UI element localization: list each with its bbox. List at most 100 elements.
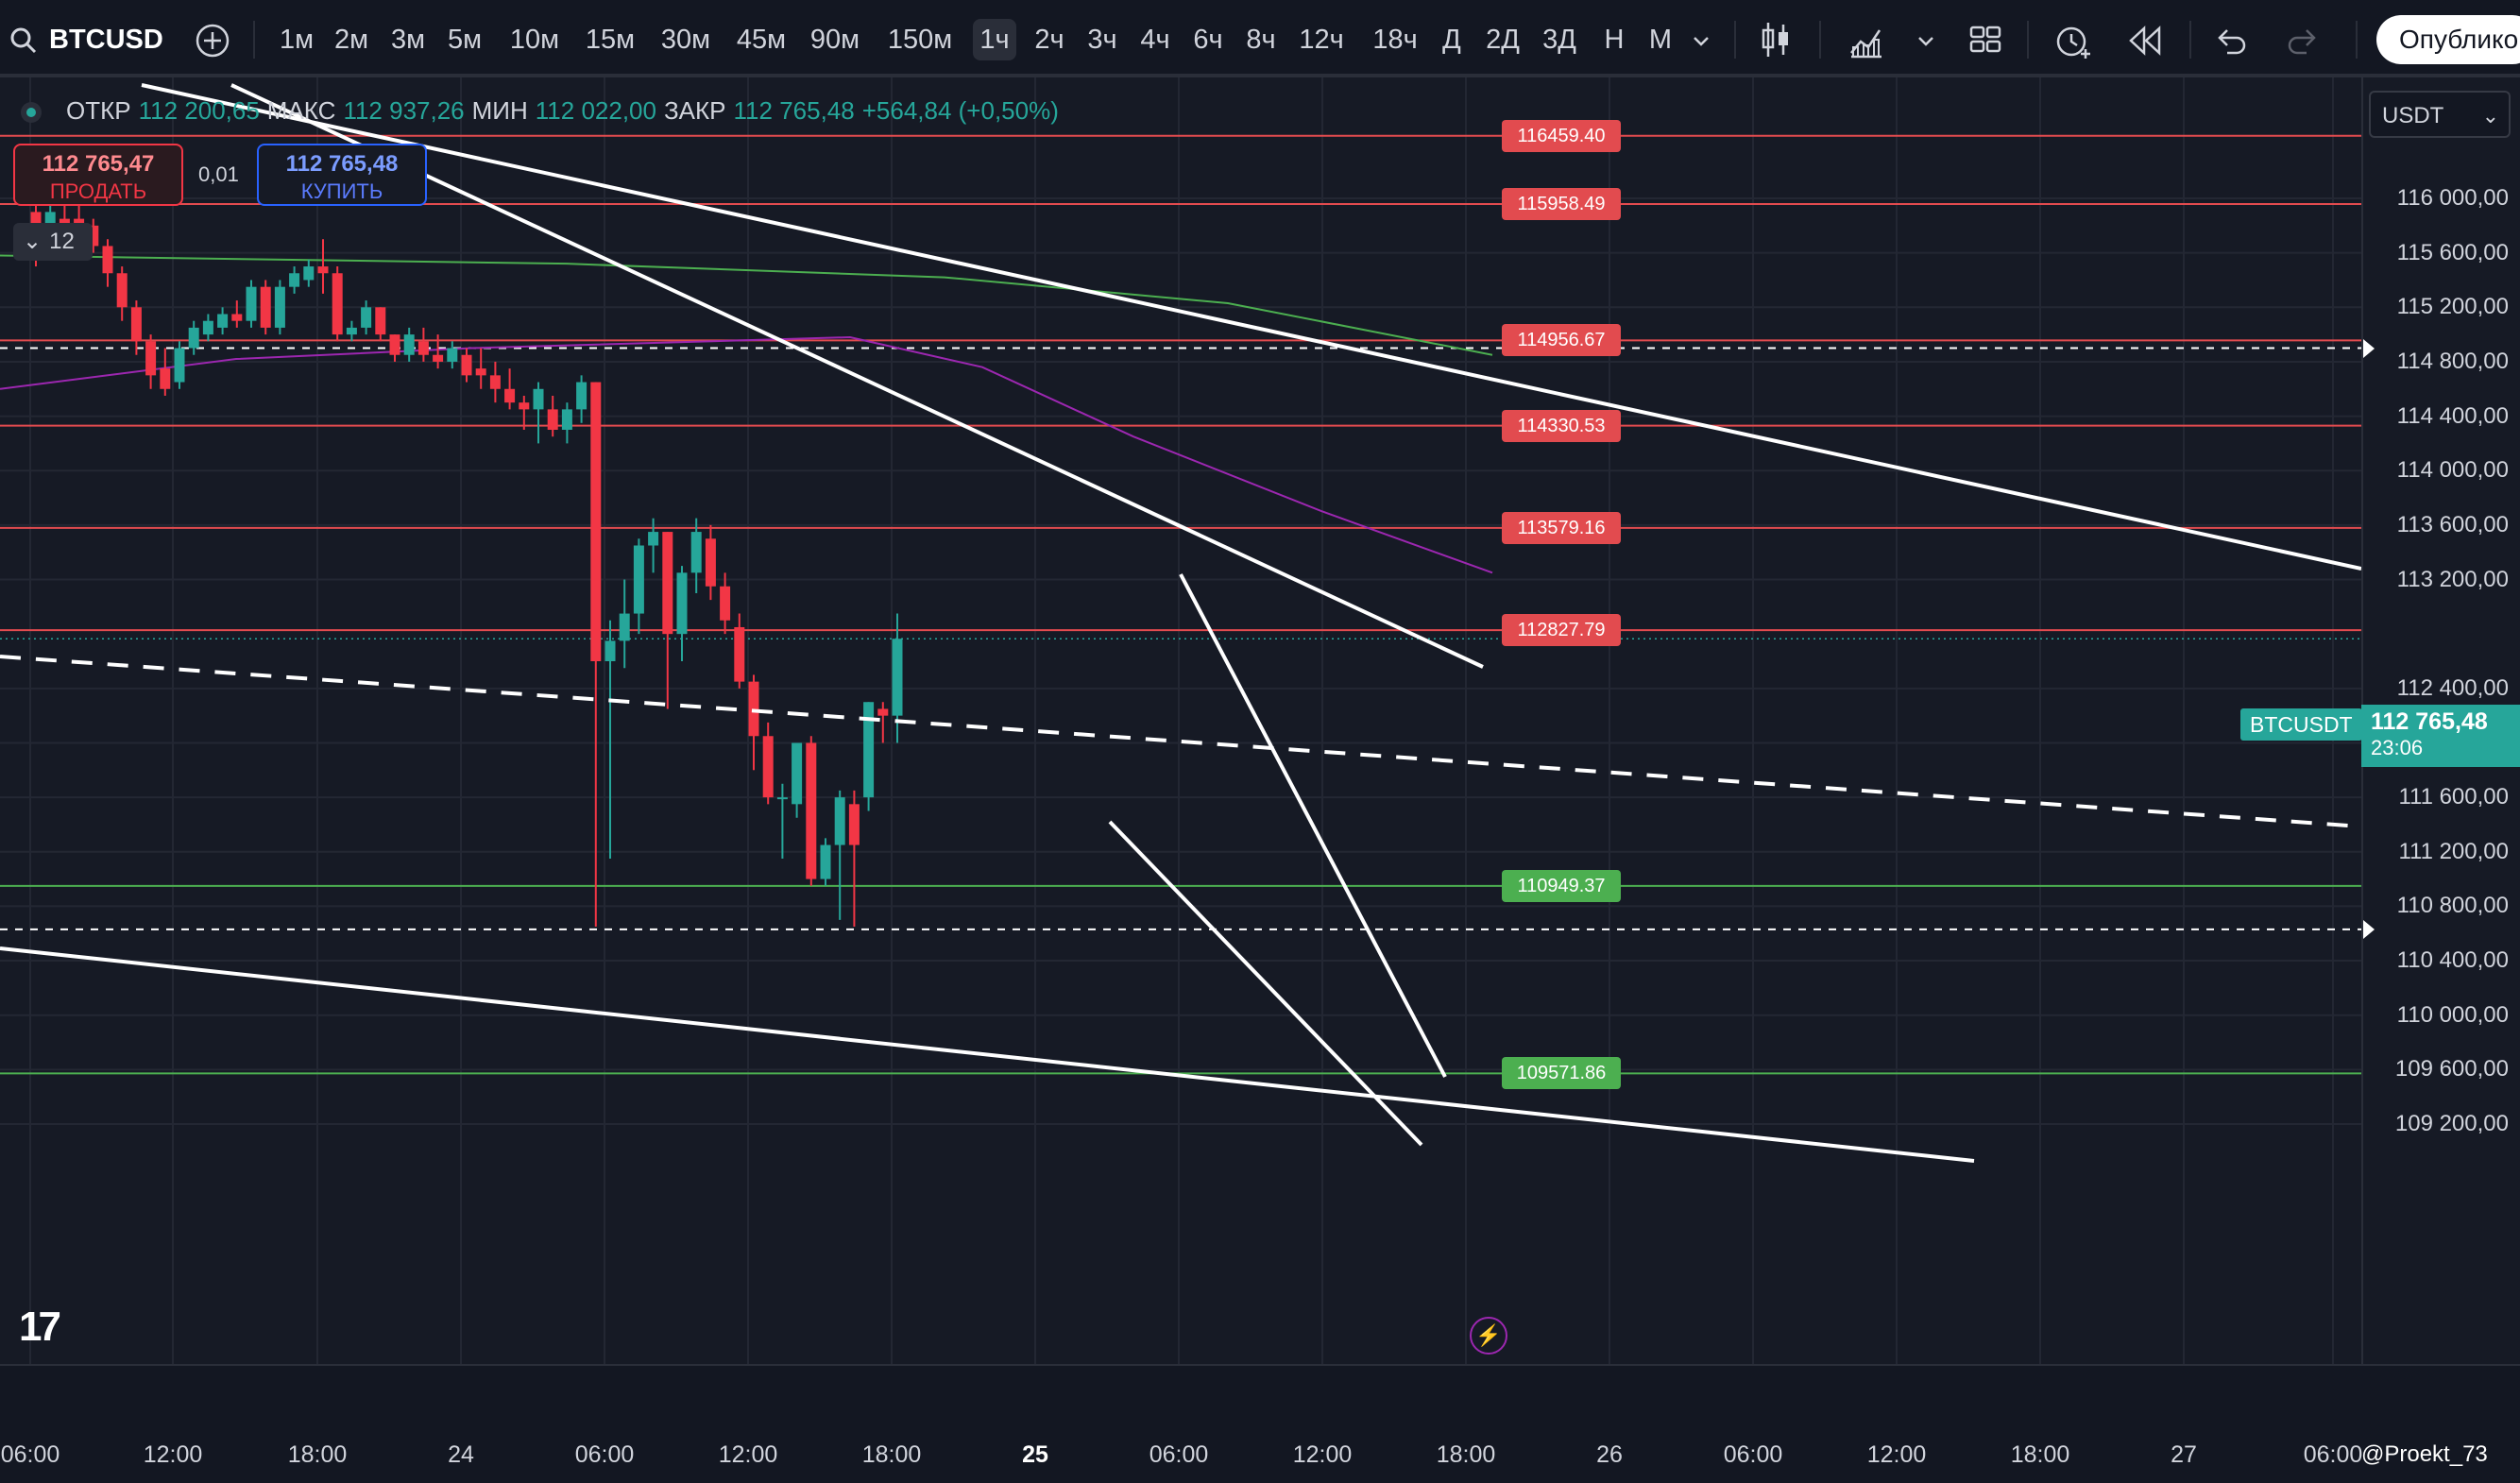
undo-icon[interactable]	[2214, 25, 2248, 57]
candle-body	[317, 266, 329, 274]
interval-19[interactable]: 2Д	[1486, 25, 1520, 55]
dashed-trend-line	[0, 655, 2361, 828]
time-tick: 18:00	[287, 1441, 348, 1468]
candle-body	[59, 218, 70, 226]
level-label-6[interactable]: 110949.37	[1502, 869, 1621, 902]
indicators-dropdown-chevron-icon[interactable]	[1916, 30, 1936, 51]
candle-body	[303, 266, 315, 281]
price-tick: 114 000,00	[2396, 457, 2509, 484]
high-value: 112 937,26	[343, 96, 465, 125]
sell-button[interactable]: 112 765,47 ПРОДАТЬ	[13, 144, 183, 206]
candle-body	[561, 409, 572, 430]
publish-button[interactable]: Опублико	[2376, 15, 2520, 64]
interval-4[interactable]: 10м	[509, 25, 560, 55]
eye-dot-icon[interactable]	[19, 100, 43, 125]
price-tick: 114 800,00	[2396, 348, 2509, 374]
interval-22[interactable]: М	[1648, 25, 1673, 55]
candle-body	[361, 307, 372, 328]
interval-11[interactable]: 2ч	[1034, 25, 1064, 55]
symbol-search-button[interactable]: BTCUSD	[49, 25, 163, 55]
candle-body	[289, 273, 300, 287]
currency-select[interactable]: USDT ⌄	[2369, 91, 2511, 138]
candle-body	[619, 613, 630, 641]
time-tick: 06:00	[1149, 1441, 1209, 1468]
buy-label: КУПИТЬ	[300, 179, 383, 203]
interval-20[interactable]: 3Д	[1542, 25, 1576, 55]
top-toolbar: BTCUSD 1м 2м 3м 5м 10м 15м 30м 45м 90м 150м 1ч 2ч 3ч…	[0, 0, 2520, 77]
level-label-4[interactable]: 113579.16	[1502, 511, 1621, 544]
interval-17[interactable]: 18ч	[1372, 25, 1418, 55]
trend-line	[141, 83, 2361, 571]
time-tick: 18:00	[2010, 1441, 2070, 1468]
interval-18[interactable]: Д	[1442, 25, 1461, 55]
price-tick: 115 600,00	[2396, 239, 2509, 265]
level-label-3[interactable]: 114330.53	[1502, 409, 1621, 442]
level-label-5[interactable]: 112827.79	[1502, 614, 1621, 647]
candle-body	[246, 286, 257, 321]
add-symbol-icon[interactable]	[195, 23, 230, 59]
time-tick: 12:00	[1292, 1441, 1353, 1468]
tradingview-logo[interactable]: 17	[19, 1304, 61, 1350]
search-icon[interactable]	[9, 26, 38, 55]
price-tick: 114 400,00	[2396, 402, 2509, 429]
time-tick: 06:00	[0, 1441, 60, 1468]
price-tick: 110 400,00	[2396, 947, 2509, 974]
price-tick: 116 000,00	[2396, 185, 2509, 211]
interval-12[interactable]: 3ч	[1087, 25, 1117, 55]
interval-10[interactable]: 1ч	[973, 19, 1016, 60]
level-label-0[interactable]: 116459.40	[1502, 119, 1621, 152]
interval-13[interactable]: 4ч	[1140, 25, 1170, 55]
level-label-1[interactable]: 115958.49	[1502, 187, 1621, 220]
interval-21[interactable]: Н	[1604, 25, 1625, 55]
divider	[2356, 21, 2358, 59]
high-label: МАКС	[266, 96, 336, 125]
divider	[253, 21, 255, 59]
interval-dropdown-chevron-icon[interactable]	[1691, 30, 1711, 51]
interval-15[interactable]: 8ч	[1246, 25, 1276, 55]
price-tick: 111 600,00	[2398, 784, 2509, 810]
interval-5[interactable]: 15м	[585, 25, 636, 55]
interval-3[interactable]: 5м	[447, 25, 483, 55]
interval-9[interactable]: 150м	[887, 25, 953, 55]
interval-7[interactable]: 45м	[736, 25, 787, 55]
lots-value: 12	[49, 229, 75, 254]
chevron-down-icon: ⌄	[2481, 104, 2499, 128]
chart-pane[interactable]	[0, 77, 2361, 1364]
trend-line	[230, 83, 1484, 669]
interval-2[interactable]: 3м	[390, 25, 426, 55]
candle-body	[748, 681, 759, 737]
time-axis[interactable]: 06:00 12:00 18:00 24 06:00 12:00 18:00 25 06:00 1…	[0, 1364, 2520, 1483]
interval-1[interactable]: 2м	[333, 25, 369, 55]
interval-0[interactable]: 1м	[279, 25, 315, 55]
interval-16[interactable]: 12ч	[1299, 25, 1344, 55]
lightning-icon[interactable]: ⚡	[1470, 1317, 1507, 1355]
divider	[2189, 21, 2191, 59]
interval-8[interactable]: 90м	[809, 25, 860, 55]
trend-line	[0, 656, 2361, 845]
buy-button[interactable]: 112 765,48 КУПИТЬ	[257, 144, 427, 206]
level-label-2[interactable]: 114956.67	[1502, 324, 1621, 357]
lots-selector[interactable]: ⌄ 12	[13, 223, 93, 261]
price-chart[interactable]	[0, 77, 2361, 1364]
candle-body	[720, 586, 731, 621]
candle-body	[863, 702, 875, 798]
price-tick: 113 600,00	[2396, 511, 2509, 537]
candle-body	[576, 382, 587, 410]
open-value: 112 200,65	[138, 96, 260, 125]
indicators-icon[interactable]	[1847, 21, 1885, 59]
alert-clock-icon[interactable]	[2053, 21, 2093, 60]
candle-body	[848, 804, 860, 845]
redo-icon[interactable]	[2286, 25, 2320, 57]
price-tick: 115 200,00	[2396, 294, 2509, 320]
candle-body	[102, 246, 113, 274]
interval-6[interactable]: 30м	[660, 25, 711, 55]
layout-grid-icon[interactable]	[1968, 23, 2002, 57]
candle-body	[461, 354, 472, 376]
time-tick: 18:00	[1436, 1441, 1496, 1468]
candles-chart-type-icon[interactable]	[1759, 19, 1793, 60]
level-label-7[interactable]: 109571.86	[1502, 1057, 1621, 1090]
price-tick: 109 600,00	[2394, 1056, 2509, 1082]
candle-body	[346, 327, 357, 335]
interval-14[interactable]: 6ч	[1193, 25, 1223, 55]
replay-icon[interactable]	[2127, 25, 2163, 57]
